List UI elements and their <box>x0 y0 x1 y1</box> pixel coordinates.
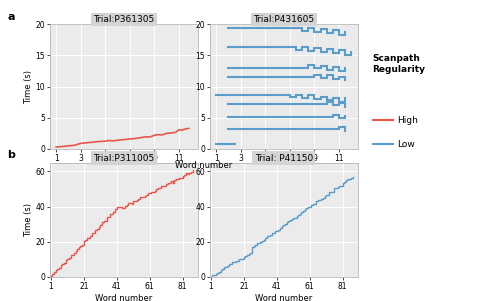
Text: a: a <box>8 12 15 22</box>
Text: Scanpath
Regularity: Scanpath Regularity <box>372 54 426 74</box>
Text: Word number: Word number <box>175 161 233 170</box>
Text: High: High <box>398 116 418 125</box>
Y-axis label: Time (s): Time (s) <box>24 70 32 104</box>
Y-axis label: Time (s): Time (s) <box>24 203 32 237</box>
Title: Trial: P41150: Trial: P41150 <box>254 154 313 163</box>
Title: Trial:P361305: Trial:P361305 <box>93 15 154 24</box>
X-axis label: Word number: Word number <box>255 293 312 301</box>
Text: Low: Low <box>398 140 415 149</box>
X-axis label: Word number: Word number <box>95 293 152 301</box>
Text: b: b <box>8 150 16 160</box>
Title: Trial:P311005: Trial:P311005 <box>93 154 154 163</box>
Title: Trial:P431605: Trial:P431605 <box>253 15 314 24</box>
